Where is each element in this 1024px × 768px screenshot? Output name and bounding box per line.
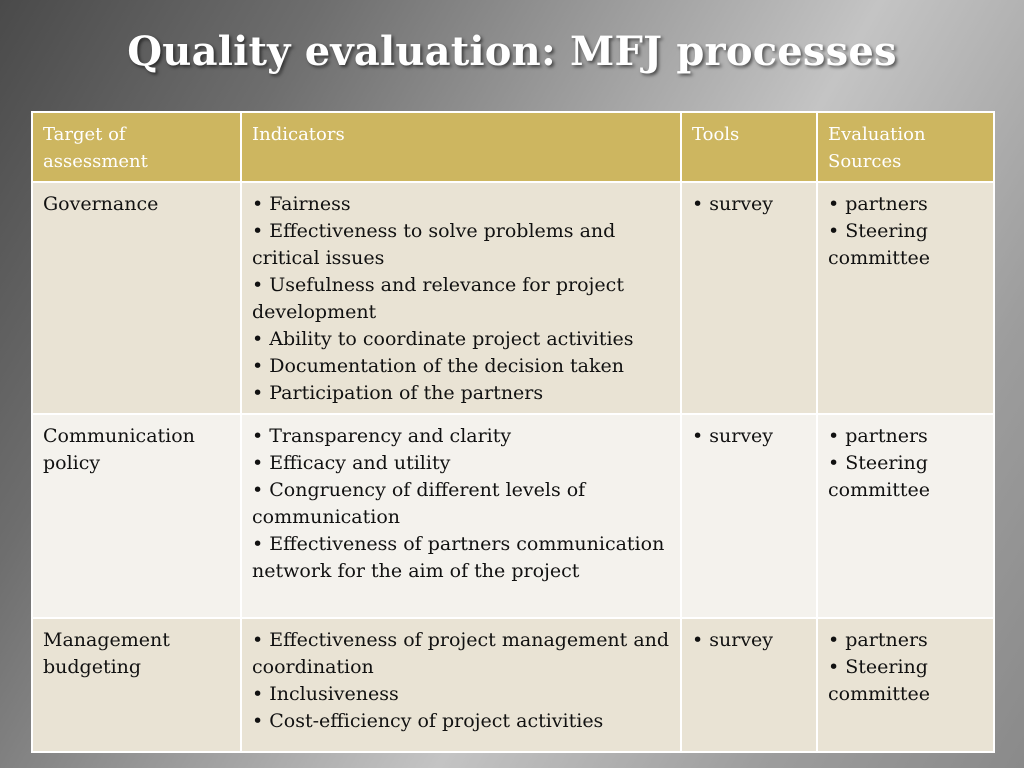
header-row: Target of assessment Indicators Tools Ev… [31, 111, 995, 183]
indicator-item: Participation of the partners [252, 380, 670, 407]
indicator-item: Inclusiveness [252, 681, 670, 708]
indicator-item: Documentation of the decision taken [252, 353, 670, 380]
indicator-item: Fairness [252, 191, 670, 218]
indicator-item: Effectiveness of partners communication … [252, 531, 670, 585]
header-indicators: Indicators [240, 111, 682, 183]
cell-indicators: Transparency and clarity Efficacy and ut… [240, 413, 682, 619]
tool-item: survey [692, 191, 806, 218]
indicator-item: Efficacy and utility [252, 450, 670, 477]
source-item: Steering committee [828, 654, 983, 708]
cell-target: Communication policy [31, 413, 242, 619]
cell-tools: survey [680, 181, 818, 415]
cell-sources: partners Steering committee [816, 617, 995, 753]
cell-target: Management budgeting [31, 617, 242, 753]
indicator-item: Usefulness and relevance for project dev… [252, 272, 670, 326]
cell-tools: survey [680, 617, 818, 753]
header-target: Target of assessment [31, 111, 242, 183]
source-item: partners [828, 423, 983, 450]
source-item: partners [828, 191, 983, 218]
cell-indicators: Effectiveness of project management and … [240, 617, 682, 753]
slide-title: Quality evaluation: MFJ processes [127, 28, 897, 75]
tool-item: survey [692, 423, 806, 450]
cell-tools: survey [680, 413, 818, 619]
indicator-item: Effectiveness to solve problems and crit… [252, 218, 670, 272]
indicator-item: Effectiveness of project management and … [252, 627, 670, 681]
cell-indicators: Fairness Effectiveness to solve problems… [240, 181, 682, 415]
table-row: Management budgeting Effectiveness of pr… [31, 617, 995, 753]
indicator-item: Ability to coordinate project activities [252, 326, 670, 353]
header-sources: Evaluation Sources [816, 111, 995, 183]
indicator-item: Congruency of different levels of commun… [252, 477, 670, 531]
source-item: Steering committee [828, 218, 983, 272]
table-row: Governance Fairness Effectiveness to sol… [31, 181, 995, 415]
tool-item: survey [692, 627, 806, 654]
indicator-item: Cost-efficiency of project activities [252, 708, 670, 735]
header-tools: Tools [680, 111, 818, 183]
cell-sources: partners Steering committee [816, 413, 995, 619]
source-item: partners [828, 627, 983, 654]
indicator-item: Transparency and clarity [252, 423, 670, 450]
table-row: Communication policy Transparency and cl… [31, 413, 995, 619]
cell-target: Governance [31, 181, 242, 415]
source-item: Steering committee [828, 450, 983, 504]
cell-sources: partners Steering committee [816, 181, 995, 415]
evaluation-table: Target of assessment Indicators Tools Ev… [31, 111, 995, 753]
